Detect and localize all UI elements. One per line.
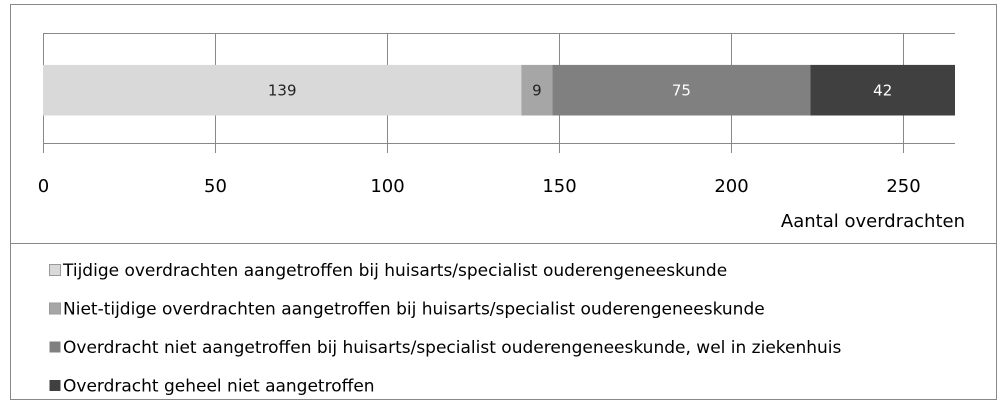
data-label: 42 xyxy=(873,82,892,100)
legend-label: Tijdige overdrachten aangetroffen bij hu… xyxy=(62,261,727,281)
legend-label: Niet-tijdige overdrachten aangetroffen b… xyxy=(63,300,765,320)
legend-label: Overdracht geheel niet aangetroffen xyxy=(63,377,375,397)
data-label: 9 xyxy=(532,82,542,100)
legend-label: Overdracht niet aangetroffen bij huisart… xyxy=(63,338,842,358)
bar-segment xyxy=(552,64,811,116)
x-axis-title: Aantal overdrachten xyxy=(781,211,965,232)
data-label: 75 xyxy=(672,82,691,100)
x-tick-label: 150 xyxy=(542,176,576,197)
bar-segment xyxy=(43,64,522,116)
legend-swatch xyxy=(49,341,61,353)
x-tick-label: 200 xyxy=(714,176,748,197)
legend-swatch xyxy=(49,264,61,276)
bar-segment xyxy=(810,64,955,116)
x-tick-label: 100 xyxy=(370,176,404,197)
x-tick-label: 0 xyxy=(38,176,49,197)
x-tick-label: 50 xyxy=(204,176,227,197)
data-label: 139 xyxy=(268,82,297,100)
x-tick-label: 250 xyxy=(886,176,920,197)
bar-segment xyxy=(521,64,553,116)
legend-swatch xyxy=(49,380,61,391)
legend-swatch xyxy=(49,302,61,315)
